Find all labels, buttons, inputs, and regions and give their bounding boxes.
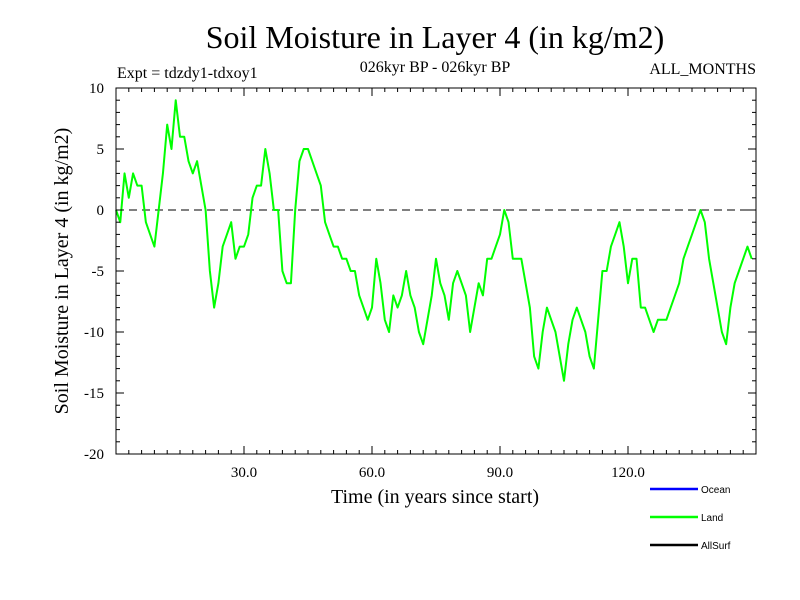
plot-frame xyxy=(115,87,757,455)
y-tick-label: 5 xyxy=(97,142,105,158)
x-axis-label: Time (in years since start) xyxy=(331,486,539,508)
chart-subtitle-right: ALL_MONTHS xyxy=(649,61,756,78)
y-tick-label: -15 xyxy=(84,386,104,402)
chart-subtitle-left: Expt = tdzdy1-tdxoy1 xyxy=(117,65,258,82)
x-tick-label: 30.0 xyxy=(231,465,257,481)
chart-title: Soil Moisture in Layer 4 (in kg/m2) xyxy=(206,19,665,55)
legend-label-allsurf: AllSurf xyxy=(701,541,731,552)
legend: Ocean Land AllSurf xyxy=(650,485,731,552)
x-tick-label: 90.0 xyxy=(487,465,513,481)
y-axis-label: Soil Moisture in Layer 4 (in kg/m2) xyxy=(51,128,73,415)
x-tick-label: 120.0 xyxy=(611,465,645,481)
y-tick-label: -10 xyxy=(84,325,104,341)
series-line-land xyxy=(115,99,753,382)
y-tick-label: 10 xyxy=(89,81,104,97)
y-tick-label: -20 xyxy=(84,447,104,463)
y-tick-label: -5 xyxy=(92,264,105,280)
chart-subtitle-center: 026kyr BP - 026kyr BP xyxy=(360,59,511,76)
legend-label-land: Land xyxy=(701,513,723,524)
y-tick-label: 0 xyxy=(97,203,105,219)
x-tick-label: 60.0 xyxy=(359,465,385,481)
legend-label-ocean: Ocean xyxy=(701,485,730,496)
